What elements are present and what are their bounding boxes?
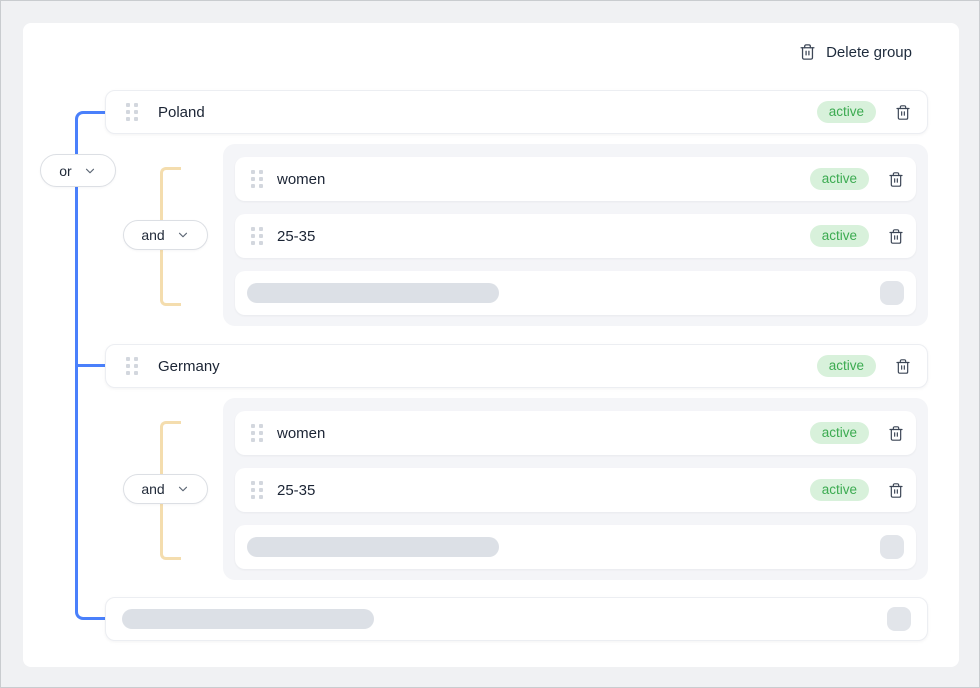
skeleton-row-bottom xyxy=(105,597,928,641)
group-row-poland: Poland active xyxy=(105,90,928,134)
drag-handle-icon[interactable] xyxy=(251,424,263,442)
chevron-down-icon xyxy=(176,228,190,242)
status-badge: active xyxy=(809,224,869,248)
status-badge: active xyxy=(809,478,869,502)
skeleton-text-placeholder xyxy=(247,283,499,303)
condition-row-women: women active xyxy=(235,157,916,201)
group-operator-value: and xyxy=(141,227,165,243)
root-operator-value: or xyxy=(59,162,72,179)
group-operator-value: and xyxy=(141,481,165,497)
trash-icon xyxy=(799,43,816,61)
delete-row-button[interactable] xyxy=(895,104,911,121)
drag-handle-icon[interactable] xyxy=(251,170,263,188)
skeleton-text-placeholder xyxy=(122,609,374,629)
chevron-down-icon xyxy=(176,482,190,496)
root-operator-select[interactable]: or xyxy=(40,154,116,187)
trash-icon xyxy=(888,171,904,188)
group-row-germany: Germany active xyxy=(105,344,928,388)
skeleton-row xyxy=(235,271,916,315)
condition-name: women xyxy=(277,170,326,188)
group-name: Poland xyxy=(158,103,205,121)
status-badge: active xyxy=(816,100,876,124)
trash-icon xyxy=(888,228,904,245)
condition-row-age: 25-35 active xyxy=(235,214,916,258)
drag-handle-icon[interactable] xyxy=(251,481,263,499)
drag-handle-icon[interactable] xyxy=(126,357,138,375)
skeleton-action-placeholder xyxy=(880,281,904,305)
delete-group-button[interactable]: Delete group xyxy=(799,43,912,61)
delete-row-button[interactable] xyxy=(895,358,911,375)
drag-handle-icon[interactable] xyxy=(126,103,138,121)
chevron-down-icon xyxy=(83,164,97,178)
group-operator-select-poland[interactable]: and xyxy=(123,220,208,250)
status-badge: active xyxy=(809,421,869,445)
condition-name: women xyxy=(277,424,326,442)
skeleton-action-placeholder xyxy=(887,607,911,631)
group-operator-select-germany[interactable]: and xyxy=(123,474,208,504)
skeleton-row xyxy=(235,525,916,569)
subgroup-container-germany: women active 25-35 active xyxy=(223,398,928,580)
delete-row-button[interactable] xyxy=(888,425,904,442)
trash-icon xyxy=(888,425,904,442)
or-connector-stub-germany xyxy=(75,364,105,367)
condition-row-age: 25-35 active xyxy=(235,468,916,512)
drag-handle-icon[interactable] xyxy=(251,227,263,245)
group-name: Germany xyxy=(158,357,220,375)
subgroup-container-poland: women active 25-35 active xyxy=(223,144,928,326)
delete-row-button[interactable] xyxy=(888,228,904,245)
delete-row-button[interactable] xyxy=(888,482,904,499)
condition-name: 25-35 xyxy=(277,227,316,245)
trash-icon xyxy=(895,358,911,375)
skeleton-text-placeholder xyxy=(247,537,499,557)
condition-row-women: women active xyxy=(235,411,916,455)
skeleton-action-placeholder xyxy=(880,535,904,559)
status-badge: active xyxy=(809,167,869,191)
condition-name: 25-35 xyxy=(277,481,316,499)
status-badge: active xyxy=(816,354,876,378)
trash-icon xyxy=(895,104,911,121)
delete-group-label: Delete group xyxy=(826,43,912,61)
delete-row-button[interactable] xyxy=(888,171,904,188)
rule-builder-panel: Delete group or and and Poland active xyxy=(23,23,959,667)
trash-icon xyxy=(888,482,904,499)
